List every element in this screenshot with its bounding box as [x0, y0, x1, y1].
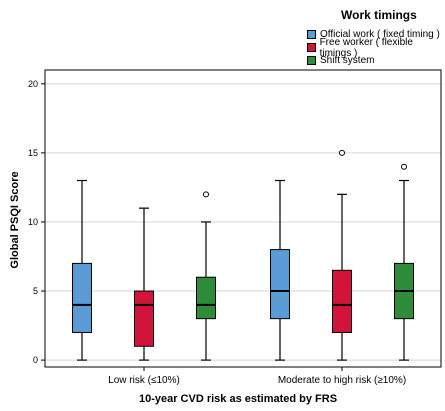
y-tick-label: 15	[28, 148, 38, 158]
outlier-point	[339, 149, 345, 156]
box-plot-item	[394, 163, 414, 361]
legend-swatch	[307, 56, 316, 65]
y-tick-label: 10	[28, 217, 38, 227]
gridlines	[45, 83, 441, 361]
axes	[41, 69, 442, 371]
legend-item: Free worker ( flexible timings )	[307, 37, 445, 59]
legend-label: Free worker ( flexible timings )	[319, 36, 413, 59]
plot-frame	[44, 69, 442, 368]
y-axis-label: Global PSQI Score	[9, 171, 21, 268]
tick-labels: 0 5 10 15 20 Low risk (≤10%) Moderate to high …	[28, 79, 406, 386]
box-plot-item	[134, 207, 154, 361]
legend: Work timings Official work ( fixed timin…	[307, 8, 445, 67]
outlier-point	[401, 163, 407, 170]
box-plot-item	[270, 179, 290, 361]
box	[196, 276, 216, 320]
legend-label: Official work ( fixed timing )	[320, 29, 440, 40]
y-tick-label: 20	[28, 79, 38, 89]
box	[332, 269, 352, 333]
legend-label: Shift system	[320, 55, 375, 66]
box	[270, 249, 290, 320]
legend-title: Work timings	[341, 8, 417, 22]
plot-area	[72, 149, 414, 361]
y-tick-label: 5	[33, 286, 38, 296]
x-tick-label: Moderate to high risk (≥10%)	[278, 375, 406, 386]
x-axis-label: 10-year CVD risk as estimated by FRS	[139, 393, 337, 405]
box	[72, 262, 92, 333]
legend-swatch	[307, 30, 316, 39]
box-plot-item	[332, 149, 352, 361]
legend-item: Official work ( fixed timing )	[307, 28, 445, 41]
box-plot-item	[196, 191, 216, 361]
box-plot-item	[72, 179, 92, 361]
x-tick-label: Low risk (≤10%)	[108, 375, 180, 386]
box	[134, 290, 154, 347]
y-tick-label: 0	[33, 355, 38, 365]
legend-item: Shift system	[307, 54, 445, 67]
legend-swatch	[307, 43, 316, 52]
outlier-point	[203, 191, 209, 198]
